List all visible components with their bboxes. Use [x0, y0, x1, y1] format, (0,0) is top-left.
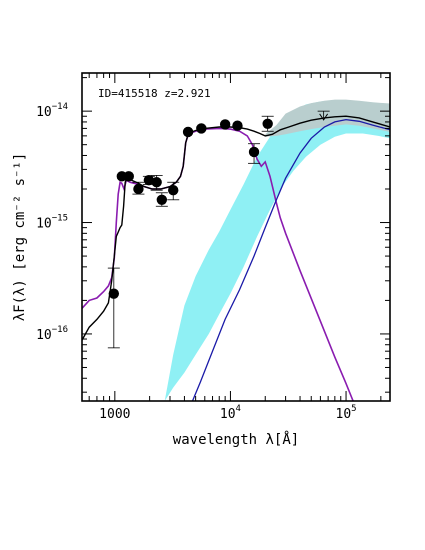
photometry-point [168, 185, 179, 196]
photometry-point [262, 118, 273, 129]
y-tick-label: 10−15 [36, 214, 68, 232]
x-axis-title: wavelength λ[Å] [173, 431, 299, 448]
agn-model-line [191, 118, 390, 401]
photometry-point [143, 174, 155, 186]
source-annotation: ID=415518 z=2.921 [98, 87, 211, 100]
x-tick-label: 105 [336, 404, 357, 422]
photometry-point [182, 126, 194, 138]
y-axis-title: λF(λ) [erg cm⁻² s⁻¹] [12, 153, 28, 322]
x-tick-label: 104 [220, 404, 241, 422]
upper-limit-arrow [319, 113, 329, 121]
photometry-point [108, 288, 120, 299]
photometry-point [196, 123, 207, 134]
photometry-point [248, 146, 260, 158]
photometry-point [232, 120, 243, 131]
agn-uncertainty-band [164, 100, 390, 401]
photometry-point [133, 183, 144, 195]
x-tick-label: 1000 [99, 407, 130, 422]
y-tick-label: 10−14 [36, 102, 68, 120]
y-tick-label: 10−16 [36, 325, 68, 343]
total-model-line [82, 115, 390, 341]
photometry-point [123, 171, 134, 182]
photometry-point [151, 177, 162, 188]
plot-frame [81, 72, 391, 402]
photometry-point [156, 194, 168, 206]
photometry-point [219, 119, 231, 130]
